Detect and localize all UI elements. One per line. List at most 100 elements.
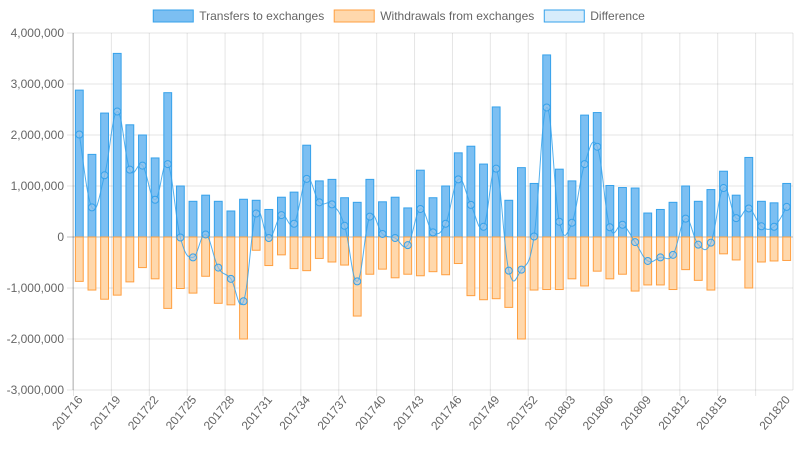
- difference-point[interactable]: [479, 222, 488, 231]
- withdrawals-bar[interactable]: [327, 236, 337, 263]
- transfers-bar[interactable]: [213, 200, 223, 238]
- legend-label[interactable]: Transfers to exchanges: [199, 9, 324, 23]
- difference-point[interactable]: [757, 222, 766, 231]
- transfers-bar[interactable]: [125, 124, 135, 238]
- difference-point[interactable]: [138, 161, 147, 170]
- withdrawals-bar[interactable]: [201, 236, 211, 277]
- withdrawals-bar[interactable]: [138, 236, 147, 269]
- withdrawals-bar[interactable]: [466, 236, 476, 297]
- transfers-bar[interactable]: [453, 152, 463, 238]
- transfers-bar[interactable]: [542, 54, 552, 238]
- withdrawals-bar[interactable]: [352, 236, 362, 317]
- withdrawals-bar[interactable]: [188, 236, 198, 294]
- difference-point[interactable]: [492, 164, 501, 173]
- difference-point[interactable]: [252, 209, 261, 218]
- legend-swatch[interactable]: [333, 9, 375, 23]
- difference-point[interactable]: [770, 222, 779, 231]
- withdrawals-bar[interactable]: [226, 236, 236, 306]
- transfers-bar[interactable]: [87, 153, 97, 238]
- difference-point[interactable]: [75, 130, 84, 139]
- difference-point[interactable]: [416, 204, 425, 213]
- difference-point[interactable]: [669, 250, 677, 259]
- transfers-bar[interactable]: [655, 208, 665, 238]
- difference-point[interactable]: [618, 220, 627, 229]
- transfers-bar[interactable]: [668, 201, 678, 238]
- difference-point[interactable]: [656, 253, 665, 262]
- transfers-bar[interactable]: [744, 156, 754, 238]
- transfers-bar[interactable]: [188, 200, 198, 238]
- difference-point[interactable]: [605, 223, 614, 232]
- difference-point[interactable]: [719, 184, 728, 193]
- difference-point[interactable]: [100, 171, 109, 180]
- difference-point[interactable]: [567, 218, 576, 227]
- withdrawals-bar[interactable]: [378, 236, 387, 270]
- transfers-bar[interactable]: [138, 134, 147, 238]
- difference-point[interactable]: [441, 219, 450, 228]
- withdrawals-bar[interactable]: [277, 236, 286, 256]
- transfers-bar[interactable]: [466, 145, 476, 238]
- withdrawals-bar[interactable]: [415, 236, 425, 277]
- withdrawals-bar[interactable]: [302, 236, 312, 272]
- transfers-bar[interactable]: [618, 187, 627, 238]
- difference-point[interactable]: [226, 274, 235, 283]
- withdrawals-bar[interactable]: [87, 236, 97, 291]
- transfers-bar[interactable]: [681, 185, 691, 238]
- withdrawals-bar[interactable]: [592, 236, 602, 272]
- difference-point[interactable]: [378, 229, 387, 238]
- withdrawals-bar[interactable]: [390, 236, 400, 279]
- transfers-bar[interactable]: [314, 180, 324, 238]
- transfers-bar[interactable]: [693, 200, 703, 238]
- legend-swatch[interactable]: [152, 9, 194, 23]
- transfers-bar[interactable]: [239, 198, 248, 238]
- difference-point[interactable]: [580, 160, 589, 169]
- withdrawals-bar[interactable]: [681, 236, 691, 271]
- withdrawals-bar[interactable]: [668, 236, 678, 291]
- difference-point[interactable]: [302, 174, 311, 183]
- transfers-bar[interactable]: [415, 169, 425, 238]
- withdrawals-bar[interactable]: [517, 236, 526, 340]
- withdrawals-bar[interactable]: [100, 236, 109, 300]
- withdrawals-bar[interactable]: [554, 236, 564, 291]
- withdrawals-bar[interactable]: [365, 236, 375, 275]
- withdrawals-bar[interactable]: [542, 236, 552, 291]
- withdrawals-bar[interactable]: [605, 236, 615, 280]
- transfers-bar[interactable]: [630, 187, 640, 238]
- transfers-bar[interactable]: [352, 201, 362, 238]
- withdrawals-bar[interactable]: [175, 236, 185, 290]
- transfers-bar[interactable]: [517, 167, 526, 238]
- difference-point[interactable]: [125, 165, 134, 174]
- difference-point[interactable]: [429, 228, 437, 237]
- withdrawals-bar[interactable]: [706, 236, 716, 291]
- transfers-bar[interactable]: [592, 112, 602, 238]
- difference-point[interactable]: [365, 212, 374, 221]
- difference-point[interactable]: [530, 232, 539, 241]
- transfers-bar[interactable]: [706, 189, 716, 238]
- withdrawals-bar[interactable]: [479, 236, 488, 301]
- withdrawals-bar[interactable]: [239, 236, 248, 340]
- difference-point[interactable]: [264, 234, 273, 243]
- difference-point[interactable]: [681, 214, 690, 223]
- withdrawals-bar[interactable]: [491, 236, 501, 300]
- transfers-bar[interactable]: [302, 144, 312, 238]
- difference-point[interactable]: [403, 241, 412, 250]
- withdrawals-bar[interactable]: [150, 236, 160, 280]
- transfers-bar[interactable]: [175, 185, 185, 238]
- transfers-bar[interactable]: [403, 207, 413, 238]
- withdrawals-bar[interactable]: [731, 236, 741, 261]
- difference-point[interactable]: [290, 219, 299, 228]
- difference-point[interactable]: [782, 202, 791, 211]
- difference-point[interactable]: [327, 200, 336, 209]
- difference-point[interactable]: [593, 142, 602, 151]
- withdrawals-bar[interactable]: [529, 236, 539, 291]
- withdrawals-bar[interactable]: [744, 236, 754, 289]
- transfers-bar[interactable]: [719, 170, 728, 238]
- withdrawals-bar[interactable]: [693, 236, 703, 281]
- difference-point[interactable]: [542, 103, 551, 112]
- withdrawals-bar[interactable]: [618, 236, 627, 275]
- transfers-bar[interactable]: [74, 89, 84, 238]
- withdrawals-bar[interactable]: [340, 236, 349, 266]
- difference-point[interactable]: [643, 256, 652, 265]
- difference-point[interactable]: [113, 107, 122, 116]
- withdrawals-bar[interactable]: [125, 236, 135, 283]
- difference-point[interactable]: [466, 200, 475, 209]
